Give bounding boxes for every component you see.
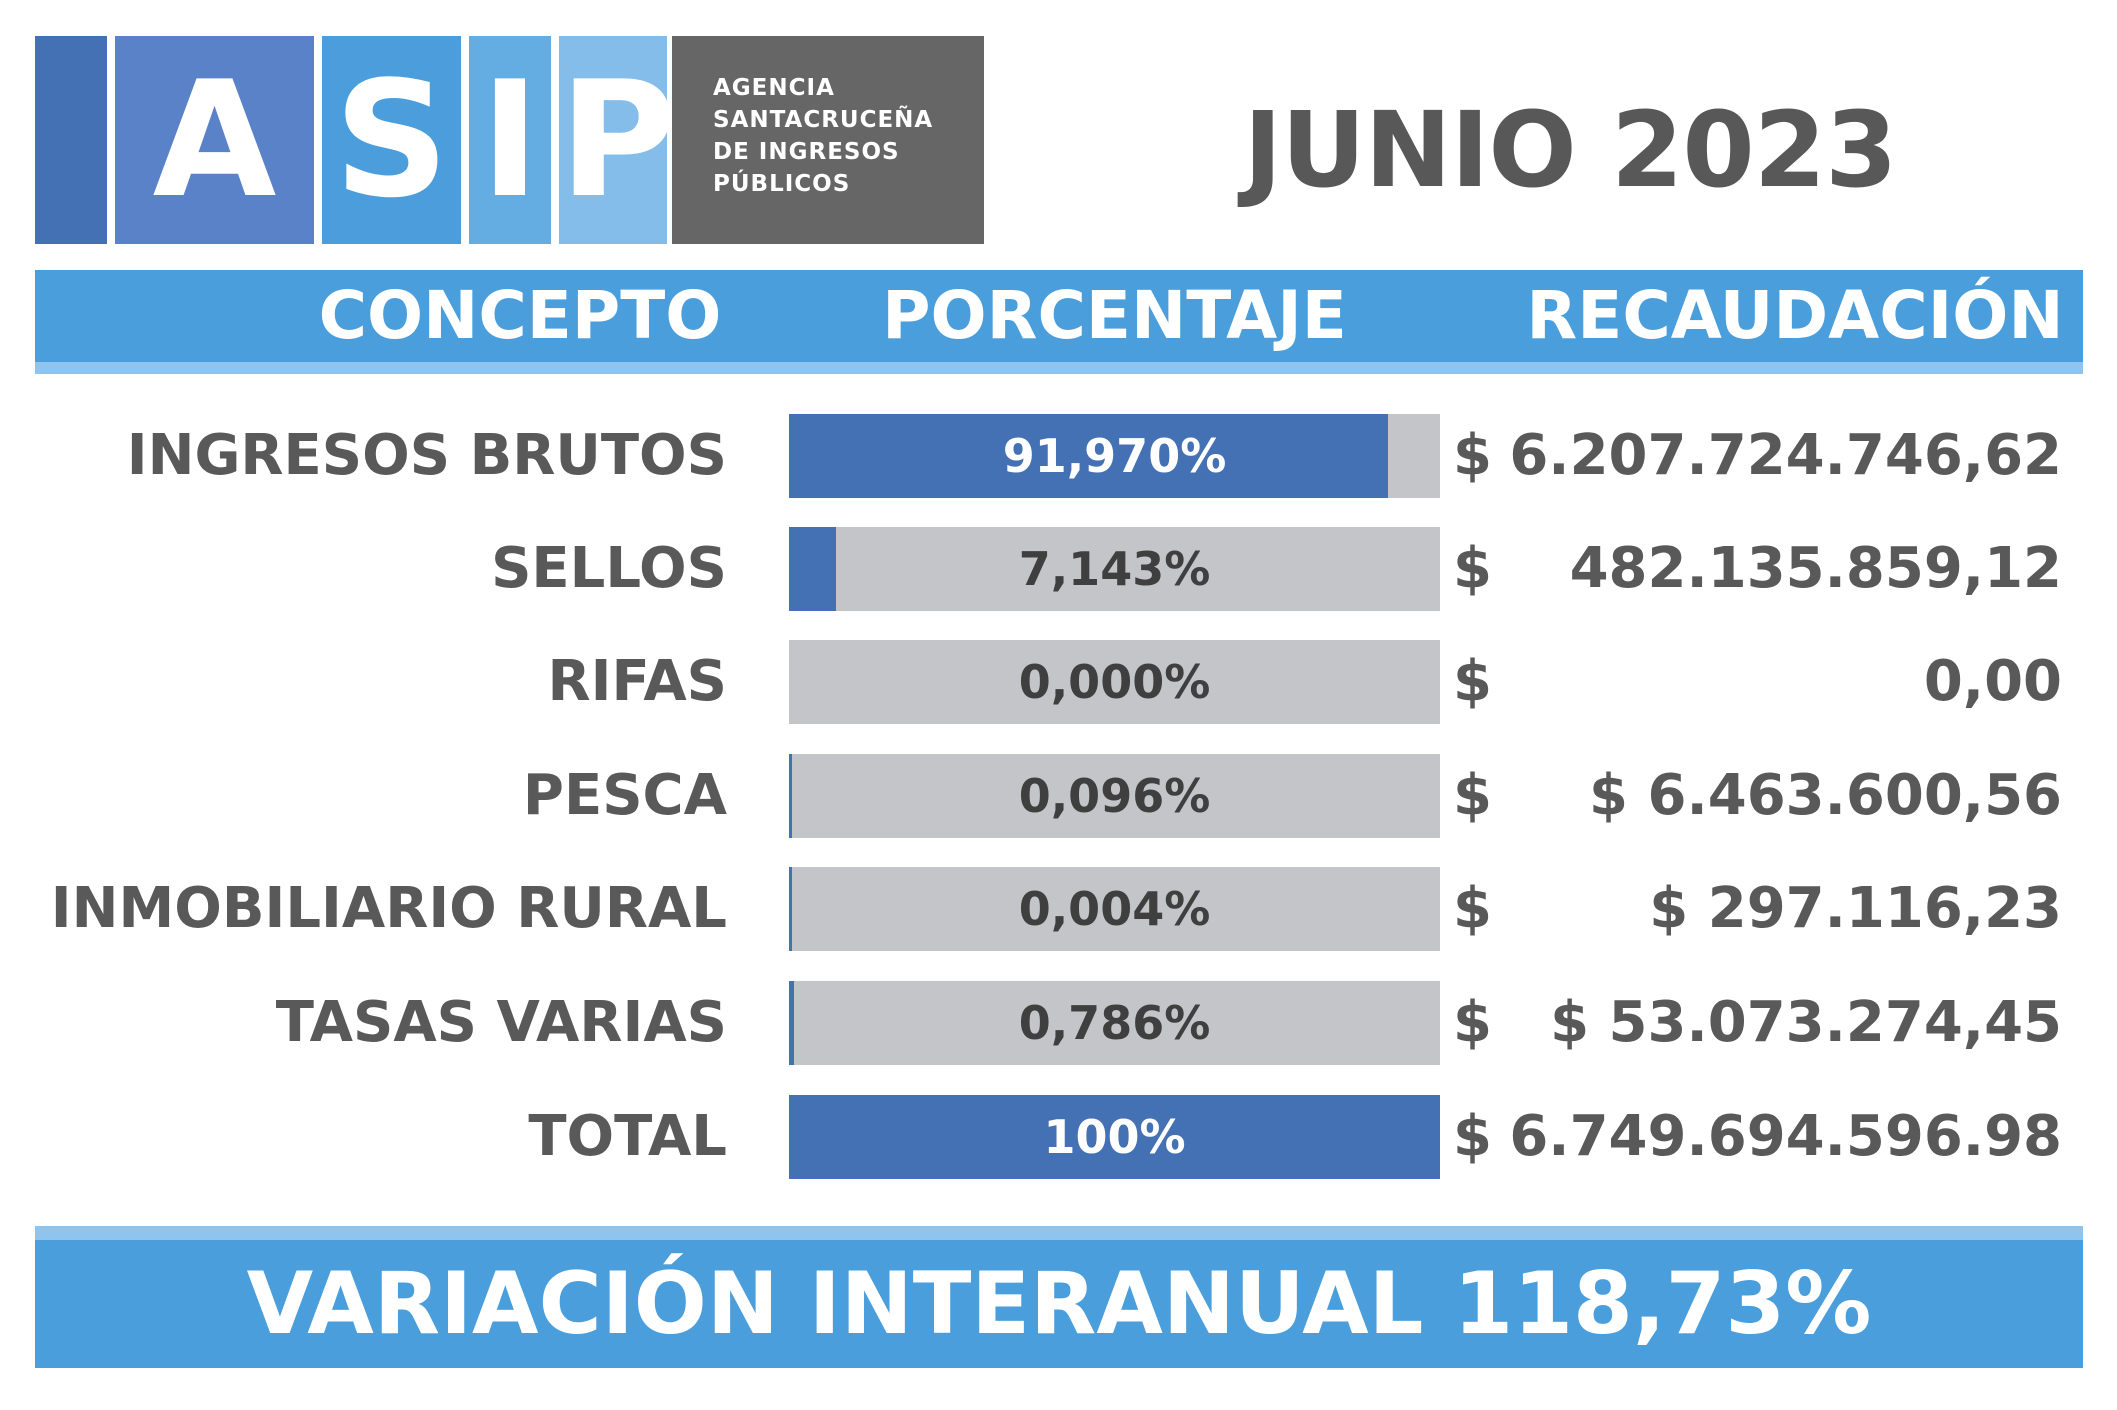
asip-logo: A S I P AGENCIA SANTACRUCEÑA DE INGRESOS…	[35, 36, 984, 244]
header-concepto: CONCEPTO	[318, 277, 722, 354]
percentage-bar: 0,786%	[789, 981, 1440, 1065]
percentage-label: 0,000%	[1018, 655, 1211, 709]
percentage-label: 100%	[1043, 1110, 1186, 1164]
currency-symbol: $	[1453, 763, 1492, 828]
percentage-label: 0,096%	[1018, 769, 1211, 823]
percentage-bar-fill	[789, 527, 836, 611]
currency-symbol: $	[1453, 536, 1492, 601]
logo-subtitle-line: DE INGRESOS	[713, 139, 900, 165]
row-recaudacion: $ 6.463.600,56	[1589, 763, 2062, 828]
percentage-bar-fill	[789, 981, 795, 1065]
header-porcentaje: PORCENTAJE	[882, 277, 1347, 354]
period-title: JUNIO 2023	[1243, 89, 1898, 211]
logo-subtitle-line: PÚBLICOS	[713, 171, 851, 197]
table-row: PESCA 0,096% $ $ 6.463.600,56	[0, 754, 2117, 838]
row-recaudacion: 6.207.724.746,62	[1509, 423, 2062, 488]
percentage-bar: 0,000%	[789, 640, 1440, 724]
percentage-label: 7,143%	[1018, 542, 1211, 596]
table-row: INMOBILIARIO RURAL 0,004% $ $ 297.116,23	[0, 867, 2117, 951]
table-row: TASAS VARIAS 0,786% $ $ 53.073.274,45	[0, 981, 2117, 1065]
table-row: RIFAS 0,000% $0,00	[0, 640, 2117, 724]
percentage-bar-fill	[789, 867, 792, 951]
logo-subtitle-box: AGENCIA SANTACRUCEÑA DE INGRESOS PÚBLICO…	[672, 36, 984, 244]
percentage-bar: 0,096%	[789, 754, 1440, 838]
row-concepto: TASAS VARIAS	[275, 990, 727, 1055]
row-recaudacion: 0,00	[1923, 649, 2062, 714]
header-underline	[35, 362, 2083, 374]
row-recaudacion: $ 53.073.274,45	[1550, 990, 2062, 1055]
logo-letter-i: I	[469, 36, 551, 244]
currency-symbol: $	[1453, 990, 1492, 1055]
row-concepto: INGRESOS BRUTOS	[126, 423, 727, 488]
percentage-bar: 7,143%	[789, 527, 1440, 611]
variation-banner: VARIACIÓN INTERANUAL 118,73%	[35, 1240, 2083, 1368]
percentage-bar-fill	[789, 754, 792, 838]
logo-strip	[35, 36, 107, 244]
logo-subtitle-line: AGENCIA	[713, 75, 835, 101]
percentage-label: 91,970%	[1002, 429, 1227, 483]
percentage-label: 0,004%	[1018, 882, 1211, 936]
logo-letter-s: S	[322, 36, 461, 244]
percentage-bar-fill	[789, 414, 1388, 498]
percentage-bar: 0,004%	[789, 867, 1440, 951]
row-recaudacion: $ 297.116,23	[1649, 876, 2062, 941]
currency-symbol: $	[1453, 423, 1492, 488]
row-concepto: SELLOS	[491, 536, 727, 601]
row-concepto: INMOBILIARIO RURAL	[50, 876, 727, 941]
header-recaudacion: RECAUDACIÓN	[1526, 277, 2064, 354]
row-recaudacion: 482.135.859,12	[1569, 536, 2062, 601]
table-row: SELLOS 7,143% $482.135.859,12	[0, 527, 2117, 611]
percentage-bar-fill	[789, 1095, 1440, 1179]
row-concepto: PESCA	[522, 763, 727, 828]
row-recaudacion: 6.749.694.596.98	[1509, 1104, 2062, 1169]
currency-symbol: $	[1453, 876, 1492, 941]
row-concepto: RIFAS	[547, 649, 727, 714]
table-header: CONCEPTO PORCENTAJE RECAUDACIÓN	[35, 270, 2083, 362]
row-concepto: TOTAL	[528, 1104, 727, 1169]
table-row: INGRESOS BRUTOS 91,970% $6.207.724.746,62	[0, 414, 2117, 498]
logo-letter-a: A	[115, 36, 314, 244]
footer-topline	[35, 1226, 2083, 1240]
logo-letter-p: P	[559, 36, 676, 244]
currency-symbol: $	[1453, 1104, 1492, 1169]
table-row: TOTAL 100% $6.749.694.596.98	[0, 1095, 2117, 1179]
currency-symbol: $	[1453, 649, 1492, 714]
percentage-bar: 91,970%	[789, 414, 1440, 498]
percentage-label: 0,786%	[1018, 996, 1211, 1050]
percentage-bar: 100%	[789, 1095, 1440, 1179]
logo-subtitle-line: SANTACRUCEÑA	[713, 107, 934, 133]
